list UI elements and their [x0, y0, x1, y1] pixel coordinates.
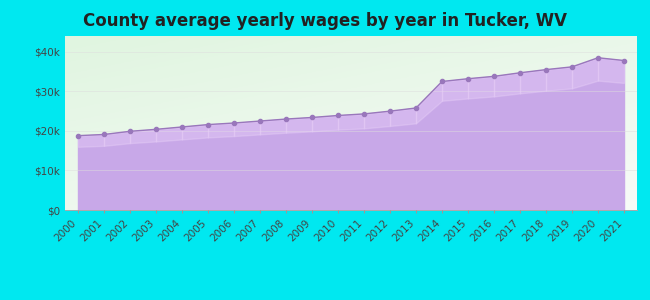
Text: County average yearly wages by year in Tucker, WV: County average yearly wages by year in T… [83, 12, 567, 30]
